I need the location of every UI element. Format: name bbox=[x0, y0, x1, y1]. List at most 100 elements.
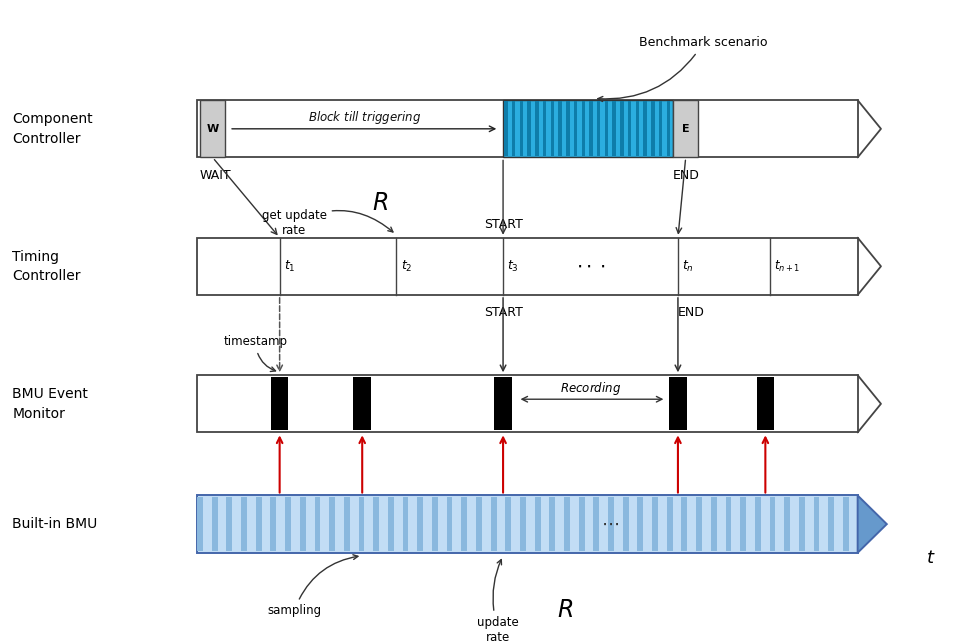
Bar bbox=[256, 497, 262, 551]
Polygon shape bbox=[858, 495, 887, 553]
Text: sampling: sampling bbox=[267, 554, 358, 617]
Bar bbox=[637, 497, 643, 551]
Text: Built-in BMU: Built-in BMU bbox=[13, 517, 98, 531]
Bar bbox=[271, 497, 276, 551]
Bar bbox=[300, 497, 306, 551]
Text: $R$: $R$ bbox=[557, 598, 573, 622]
Bar bbox=[711, 497, 717, 551]
Bar bbox=[503, 100, 673, 158]
Bar bbox=[197, 495, 858, 553]
Bar bbox=[354, 378, 371, 430]
Bar bbox=[344, 497, 350, 551]
Bar bbox=[520, 101, 523, 156]
Bar bbox=[564, 497, 570, 551]
Bar bbox=[534, 497, 540, 551]
Bar bbox=[667, 497, 673, 551]
Bar bbox=[461, 497, 467, 551]
Text: $t_{n+1}$: $t_{n+1}$ bbox=[774, 259, 800, 274]
Bar bbox=[628, 101, 631, 156]
Bar bbox=[658, 101, 662, 156]
Text: $t_1$: $t_1$ bbox=[284, 259, 296, 274]
Bar bbox=[535, 101, 538, 156]
Text: $t_2$: $t_2$ bbox=[402, 259, 412, 274]
Bar bbox=[682, 497, 688, 551]
Bar bbox=[814, 497, 820, 551]
Bar bbox=[755, 497, 761, 551]
Bar bbox=[285, 497, 291, 551]
Bar bbox=[673, 100, 699, 158]
Text: get update
rate: get update rate bbox=[262, 209, 393, 237]
Bar bbox=[613, 101, 616, 156]
Bar bbox=[528, 101, 531, 156]
Bar bbox=[446, 497, 452, 551]
Bar bbox=[432, 497, 438, 551]
Bar bbox=[770, 497, 776, 551]
Bar bbox=[197, 100, 858, 158]
Bar bbox=[799, 497, 805, 551]
Text: Component
Controller: Component Controller bbox=[13, 112, 93, 146]
Bar bbox=[197, 375, 858, 433]
Bar bbox=[726, 497, 732, 551]
Bar bbox=[573, 101, 577, 156]
Text: Timing
Controller: Timing Controller bbox=[13, 249, 81, 283]
Text: $R$: $R$ bbox=[372, 191, 388, 215]
Bar bbox=[359, 497, 364, 551]
Bar bbox=[551, 101, 554, 156]
Bar bbox=[197, 497, 203, 551]
Text: $\it{Block\ till\ triggering}$: $\it{Block\ till\ triggering}$ bbox=[308, 109, 421, 126]
Bar bbox=[315, 497, 320, 551]
Bar bbox=[558, 101, 562, 156]
Bar bbox=[593, 497, 599, 551]
Bar bbox=[494, 378, 512, 430]
Bar bbox=[476, 497, 482, 551]
Bar bbox=[756, 378, 774, 430]
Text: $t$: $t$ bbox=[925, 549, 935, 567]
Bar bbox=[543, 101, 546, 156]
Bar bbox=[605, 101, 608, 156]
Bar bbox=[512, 101, 516, 156]
Bar bbox=[785, 497, 790, 551]
Bar bbox=[697, 497, 702, 551]
Bar bbox=[200, 100, 226, 158]
Bar bbox=[669, 378, 687, 430]
Text: $\cdot\cdot\cdot$: $\cdot\cdot\cdot$ bbox=[575, 257, 606, 276]
Bar bbox=[578, 497, 584, 551]
Bar bbox=[620, 101, 623, 156]
Bar bbox=[622, 497, 628, 551]
Bar bbox=[549, 497, 555, 551]
Bar bbox=[843, 497, 849, 551]
Bar bbox=[636, 101, 639, 156]
Text: $t_n$: $t_n$ bbox=[682, 259, 694, 274]
Text: timestamp: timestamp bbox=[224, 335, 287, 372]
Bar bbox=[388, 497, 394, 551]
Bar bbox=[197, 238, 858, 295]
Bar bbox=[520, 497, 526, 551]
Bar bbox=[504, 101, 508, 156]
Text: END: END bbox=[678, 306, 704, 319]
Bar bbox=[608, 497, 614, 551]
Text: BMU Event
Monitor: BMU Event Monitor bbox=[13, 387, 88, 420]
Text: update
rate: update rate bbox=[478, 560, 519, 641]
Bar bbox=[212, 497, 218, 551]
Text: WAIT: WAIT bbox=[200, 169, 232, 182]
Bar bbox=[597, 101, 601, 156]
Text: E: E bbox=[682, 124, 690, 134]
Bar bbox=[581, 101, 585, 156]
Bar bbox=[566, 101, 570, 156]
Bar bbox=[329, 497, 335, 551]
Bar bbox=[828, 497, 834, 551]
Bar bbox=[643, 101, 647, 156]
Text: Benchmark scenario: Benchmark scenario bbox=[598, 37, 768, 101]
Bar bbox=[652, 497, 658, 551]
Bar bbox=[651, 101, 655, 156]
Bar bbox=[403, 497, 408, 551]
Bar bbox=[589, 101, 593, 156]
Text: $t_3$: $t_3$ bbox=[507, 259, 519, 274]
Bar bbox=[505, 497, 511, 551]
Bar bbox=[490, 497, 496, 551]
Text: START: START bbox=[484, 218, 523, 231]
Text: W: W bbox=[206, 124, 219, 134]
Text: END: END bbox=[673, 169, 700, 182]
Bar bbox=[373, 497, 379, 551]
Bar bbox=[417, 497, 423, 551]
